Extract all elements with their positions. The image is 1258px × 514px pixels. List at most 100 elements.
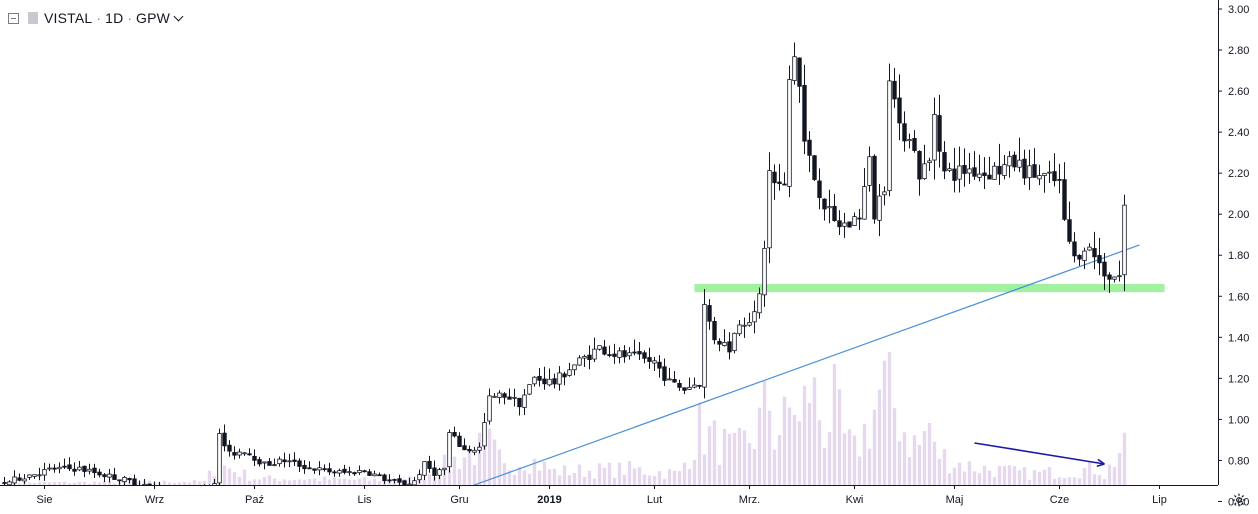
interval-label[interactable]: 1D [105, 10, 124, 26]
volume-bar [187, 482, 192, 485]
candle [902, 111, 907, 152]
candle [787, 65, 792, 198]
candle [867, 146, 872, 192]
candle [887, 63, 892, 197]
candles [2, 42, 1127, 500]
volume-bar [57, 482, 62, 485]
candle [372, 470, 377, 477]
chevron-down-icon[interactable] [173, 11, 184, 21]
candle [647, 347, 652, 369]
candle [552, 373, 557, 389]
volume-bar [287, 480, 292, 485]
volume-bar [42, 481, 47, 485]
volume-bar [742, 430, 747, 485]
candle [342, 464, 347, 475]
volume-bar [657, 471, 662, 485]
volume-bar [992, 477, 997, 485]
candle [382, 473, 387, 485]
candle [782, 172, 787, 186]
candle [627, 347, 632, 360]
volume-bar [202, 480, 207, 485]
support-zone[interactable] [694, 283, 1165, 293]
volume-bar [1047, 466, 1052, 485]
time-tick-label: Sie [37, 494, 53, 506]
candle [477, 442, 482, 454]
candle [852, 212, 857, 226]
candle [352, 471, 357, 476]
volume-bar [862, 424, 867, 485]
symbol-name[interactable]: VISTAL [44, 10, 93, 26]
candle [357, 465, 362, 476]
candle [47, 463, 52, 472]
candle [307, 461, 312, 470]
candle [1037, 164, 1042, 186]
candle [1067, 201, 1072, 244]
candle [697, 384, 702, 389]
candle [797, 57, 802, 103]
volume-bar [257, 479, 262, 485]
candle [37, 467, 42, 481]
time-tick-label: Lis [357, 494, 372, 506]
volume-bar [87, 483, 92, 485]
candle [282, 452, 287, 468]
candle [602, 339, 607, 356]
candle [652, 356, 657, 372]
candle [752, 300, 757, 334]
candle [217, 428, 222, 489]
candle [1017, 137, 1022, 173]
volume-bar [822, 447, 827, 485]
candle [892, 67, 897, 108]
volume-bar [172, 483, 177, 485]
candle [362, 469, 367, 473]
candle [452, 426, 457, 438]
volume-bar [292, 479, 297, 485]
volume-bar [357, 478, 362, 485]
symbol-logo-icon [28, 12, 38, 24]
candle [1087, 243, 1092, 251]
volume-bar [797, 421, 802, 485]
candle [1107, 272, 1112, 293]
volume-bar [1017, 470, 1022, 485]
candle [757, 287, 762, 319]
candle [877, 184, 882, 237]
collapse-icon[interactable] [8, 12, 19, 24]
volume-arrow[interactable] [974, 442, 1105, 465]
candle [462, 438, 467, 451]
volume-bar [1062, 477, 1067, 485]
trendline[interactable] [434, 244, 1140, 500]
candle [802, 64, 807, 155]
volume-bar [772, 449, 777, 485]
candle [707, 299, 712, 330]
candle [127, 477, 132, 484]
candle [882, 186, 887, 206]
volume-bar [1057, 477, 1062, 485]
volume-bar [847, 429, 852, 485]
gear-icon[interactable] [1232, 493, 1246, 507]
volume-bar [367, 480, 372, 485]
candle [982, 157, 987, 190]
volume-bar [647, 475, 652, 485]
volume-bar [267, 475, 272, 485]
candle [827, 189, 832, 224]
candle [507, 388, 512, 400]
time-tick-label: Lip [1152, 494, 1167, 506]
volume-bar [777, 434, 782, 485]
volume-bar [707, 426, 712, 485]
candle [222, 424, 227, 452]
volume-bar [1092, 474, 1097, 485]
price-tick-label: 2.80 [1228, 45, 1249, 57]
volume-bar [767, 410, 772, 485]
volume-bar [372, 478, 377, 485]
volume-bar [697, 402, 702, 485]
exchange-label[interactable]: GPW [136, 10, 171, 26]
candle [717, 338, 722, 352]
volume-bar [737, 427, 742, 485]
volume-bar [882, 360, 887, 485]
volume-bar [587, 470, 592, 485]
volume-bar [607, 462, 612, 485]
time-tick-label: Paź [245, 494, 264, 506]
candle [857, 208, 862, 230]
volume-bar [747, 442, 752, 485]
candle [622, 345, 627, 363]
